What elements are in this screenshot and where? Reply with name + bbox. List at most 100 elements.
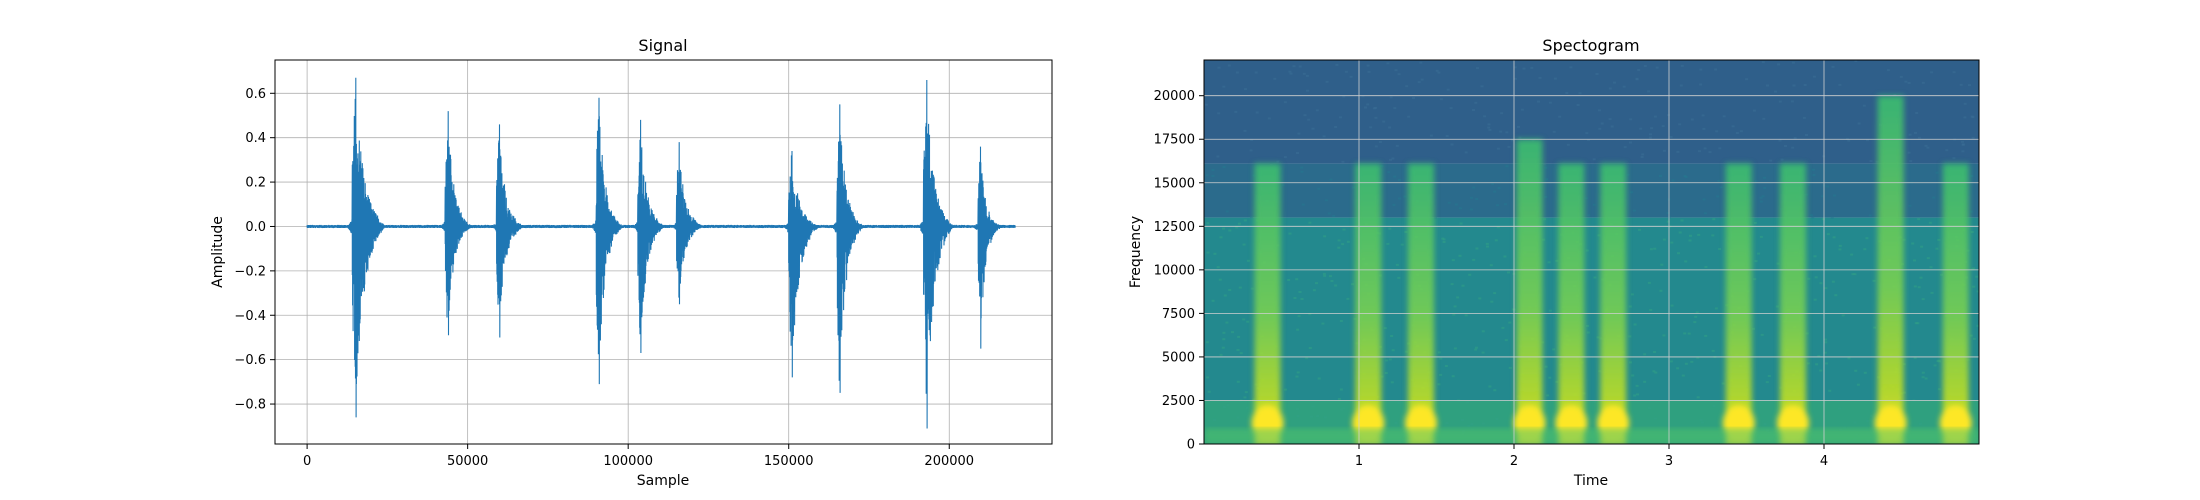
spectrogram-noise-cell [1759, 235, 1763, 238]
spectrogram-noise-cell [1391, 157, 1395, 160]
spectrogram-noise-cell [1970, 210, 1974, 213]
spectrogram-noise-cell [1470, 196, 1473, 199]
spectrogram-noise-cell [1472, 186, 1476, 189]
spectrogram-noise-cell [1823, 351, 1827, 354]
spectrogram-noise-cell [1722, 115, 1726, 118]
spectrogram-noise-cell [1369, 126, 1373, 129]
spectrogram-noise-cell [1838, 407, 1842, 410]
spectrogram-noise-cell [1662, 334, 1666, 337]
spectrogram-noise-cell [1464, 151, 1468, 154]
spectrogram-noise-cell [1626, 173, 1630, 176]
spectrogram-noise-cell [1267, 117, 1271, 120]
spectrogram-noise-cell [1565, 92, 1569, 94]
spectrogram-x-tick-label: 2 [1510, 454, 1518, 469]
signal-y-tick-label: −0.6 [234, 353, 266, 368]
spectrogram-noise-cell [1316, 415, 1320, 418]
spectrogram-noise-cell [1211, 175, 1215, 177]
spectrogram-noise-cell [1231, 331, 1234, 334]
spectrogram-noise-cell [1653, 351, 1656, 353]
spectrogram-noise-cell [1807, 183, 1811, 186]
spectrogram-noise-cell [1493, 190, 1497, 193]
spectrogram-noise-cell [1548, 376, 1552, 379]
spectrogram-noise-cell [1339, 320, 1343, 322]
spectrogram-noise-cell [1467, 424, 1471, 427]
spectrogram-noise-cell [1597, 234, 1601, 237]
spectrogram-noise-cell [1961, 150, 1965, 153]
spectrogram-noise-cell [1902, 238, 1906, 241]
spectrogram-noise-cell [1820, 195, 1824, 198]
spectrogram-noise-cell [1388, 126, 1392, 129]
spectrogram-noise-cell [1429, 134, 1433, 137]
signal-x-tick-label: 50000 [447, 454, 488, 469]
spectrogram-noise-cell [1225, 210, 1229, 213]
spectrogram-noise-cell [1907, 82, 1911, 84]
spectrogram-noise-cell [1342, 228, 1346, 231]
spectrogram-noise-cell [1451, 259, 1455, 262]
spectrogram-noise-cell [1218, 278, 1222, 281]
spectrogram-noise-cell [1936, 360, 1940, 363]
spectrogram-noise-cell [1474, 101, 1478, 104]
spectrogram-noise-cell [1869, 160, 1873, 163]
spectrogram-noise-cell [1514, 179, 1518, 182]
spectrogram-noise-cell [1301, 203, 1305, 206]
spectrogram-noise-cell [1296, 415, 1300, 418]
spectrogram-noise-cell [1819, 369, 1823, 372]
spectrogram-noise-cell [1222, 406, 1226, 409]
spectrogram-noise-cell [1838, 83, 1842, 86]
spectrogram-noise-cell [1778, 139, 1782, 142]
spectrogram-noise-cell [1712, 218, 1716, 221]
spectrogram-noise-cell [1334, 284, 1338, 287]
spectrogram-noise-cell [1830, 216, 1834, 219]
spectrogram-noise-cell [1873, 326, 1877, 329]
spectrogram-noise-cell [1608, 87, 1612, 90]
spectrogram-noise-cell [1475, 247, 1479, 250]
spectrogram-noise-cell [1806, 362, 1810, 365]
spectrogram-noise-cell [1731, 125, 1735, 128]
spectrogram-noise-cell [1366, 103, 1370, 106]
spectrogram-noise-cell [1445, 422, 1449, 425]
spectrogram-noise-cell [1678, 123, 1682, 126]
spectrogram-noise-cell [1476, 67, 1479, 70]
spectrogram-noise-cell [1913, 285, 1917, 288]
spectrogram-burst-column [1355, 163, 1382, 444]
spectrogram-noise-cell [1500, 112, 1504, 115]
spectrogram-noise-cell [1569, 66, 1573, 69]
spectrogram-noise-cell [1754, 260, 1758, 263]
spectrogram-noise-cell [1630, 191, 1634, 194]
spectrogram-y-tick-label: 0 [1187, 438, 1195, 453]
signal-y-tick-label: −0.2 [234, 264, 266, 279]
spectrogram-noise-cell [1637, 69, 1641, 71]
spectrogram-noise-cell [1308, 347, 1312, 349]
spectrogram-image [1204, 60, 1979, 444]
spectrogram-noise-cell [1863, 248, 1867, 251]
signal-chart: 0 50000 100000 150000 200000 0.6 0.4 0.2 0.0 −0.… [210, 36, 1053, 489]
spectrogram-noise-cell [1386, 242, 1390, 245]
spectrogram-noise-cell [1807, 277, 1811, 280]
spectrogram-noise-cell [1322, 135, 1326, 138]
spectrogram-noise-cell [1917, 136, 1921, 139]
spectrogram-noise-cell [1763, 187, 1767, 189]
signal-x-tick-label: 0 [303, 454, 311, 469]
spectrogram-noise-cell [1206, 376, 1209, 379]
spectrogram-noise-cell [1932, 196, 1936, 199]
spectrogram-noise-cell [1647, 90, 1651, 93]
spectrogram-noise-cell [1417, 81, 1421, 84]
spectrogram-noise-cell [1920, 245, 1924, 248]
signal-y-tick-label: 0.4 [245, 131, 266, 146]
spectrogram-noise-cell [1919, 276, 1923, 279]
spectrogram-noise-cell [1649, 133, 1652, 136]
spectrogram-noise-cell [1236, 416, 1240, 419]
spectrogram-noise-cell [1460, 419, 1464, 421]
spectrogram-noise-cell [1595, 73, 1599, 75]
spectrogram-noise-cell [1587, 214, 1591, 217]
spectrogram-noise-cell [1702, 127, 1706, 130]
spectrogram-noise-cell [1217, 66, 1221, 69]
spectrogram-noise-cell [1390, 381, 1394, 384]
spectrogram-noise-cell [1389, 158, 1392, 161]
spectrogram-noise-cell [1450, 283, 1454, 286]
spectrogram-noise-cell [1321, 322, 1325, 325]
spectrogram-noise-cell [1543, 218, 1547, 221]
signal-y-tick-label: −0.4 [234, 309, 266, 324]
spectrogram-noise-cell [1959, 83, 1963, 86]
spectrogram-noise-cell [1598, 127, 1602, 130]
